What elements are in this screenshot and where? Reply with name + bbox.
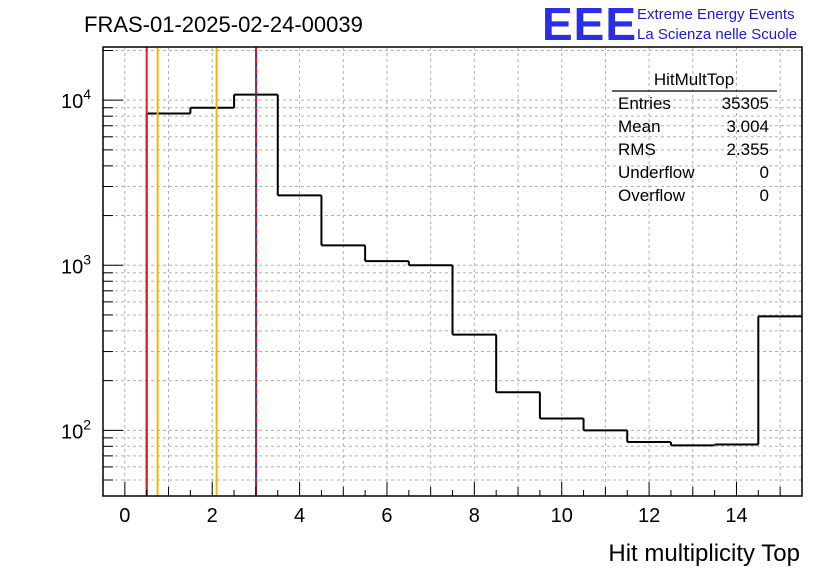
x-tick-label: 6 [381,505,392,527]
reference-lines [145,47,258,496]
eee-logo-line2: La Scienza nelle Scuole [637,26,797,43]
x-tick-label: 14 [725,505,747,527]
stats-row-label: RMS [618,140,656,159]
x-tick-label: 12 [638,505,660,527]
stats-rows: Entries 35305 Mean 3.004 RMS 2.355 Underflow 0 O… [618,94,769,205]
y-tick-label: 103 [61,251,91,278]
eee-logo-line1: Extreme Energy Events [637,6,795,23]
eee-logo-mark: EEE [542,0,637,50]
y-tick-label: 102 [61,416,91,443]
stats-row-label: Entries [618,94,671,113]
axis-ticks [103,49,781,497]
stats-row-value: 0 [760,163,769,182]
stats-row-label: Mean [618,117,661,136]
eee-logo: EEE Extreme Energy Events La Scienza nel… [542,0,797,50]
x-tick-label: 2 [207,505,218,527]
stats-row-label: Underflow [618,163,695,182]
y-tick-labels: 102 103 104 [61,86,91,443]
x-tick-label: 8 [469,505,480,527]
stats-row-label: Overflow [618,186,686,205]
stats-row-value: 3.004 [726,117,769,136]
stats-box: HitMultTop Entries 35305 Mean 3.004 RMS 2.355… [612,70,777,205]
x-tick-label: 0 [119,505,130,527]
x-tick-label: 10 [551,505,573,527]
stats-row-value: 35305 [722,94,769,113]
x-tick-label: 4 [294,505,305,527]
stats-title: HitMultTop [654,70,734,89]
x-tick-labels: 0 2 4 6 8 10 12 14 [119,505,747,527]
y-tick-label: 104 [61,86,91,113]
stats-row-value: 2.355 [726,140,769,159]
chart-title: FRAS-01-2025-02-24-00039 [84,12,363,37]
x-axis-label: Hit multiplicity Top [608,540,800,567]
stats-row-value: 0 [760,186,769,205]
